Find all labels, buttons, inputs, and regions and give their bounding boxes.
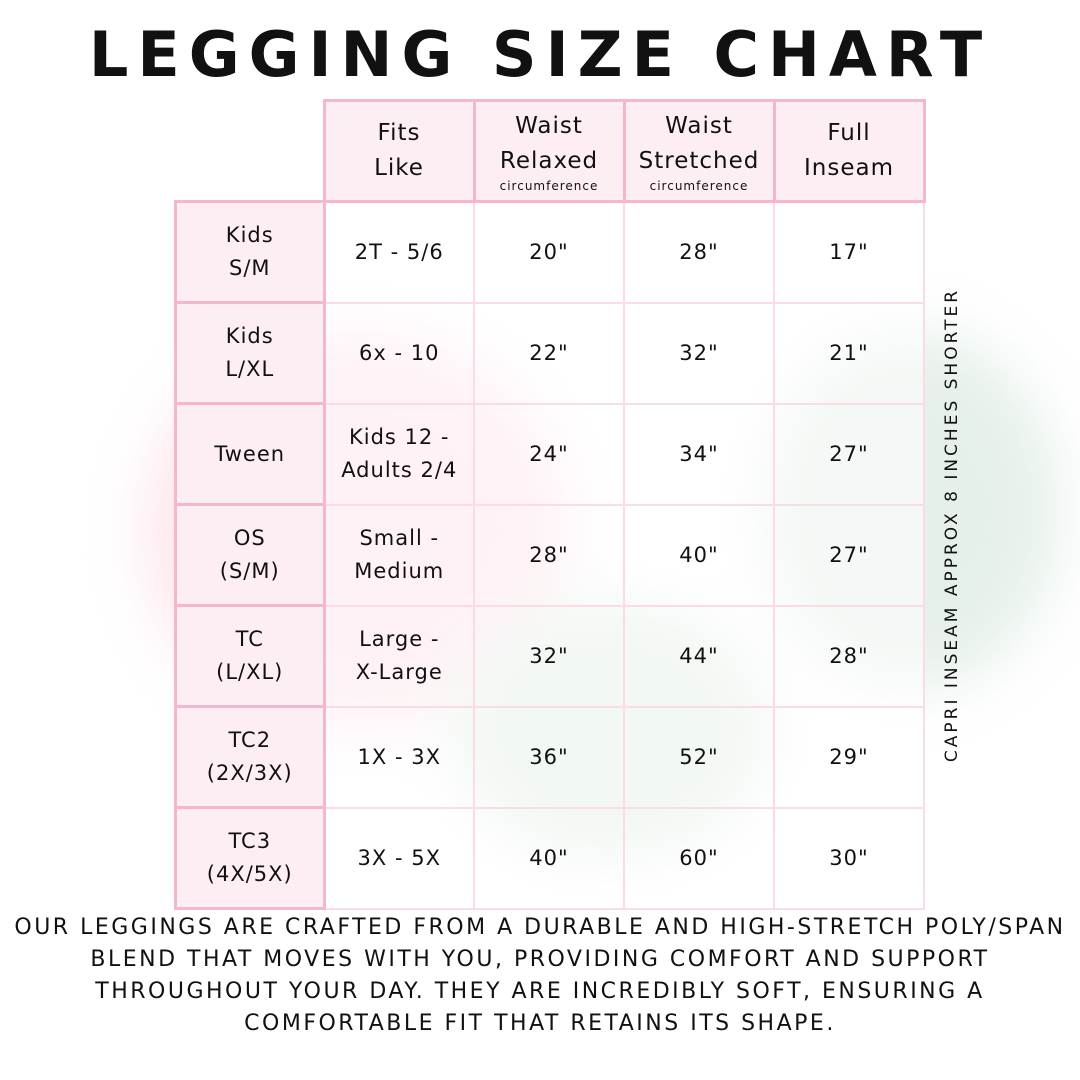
inseam-cell: 29" <box>773 705 925 809</box>
inseam-cell: 28" <box>773 604 925 708</box>
header-line: Waist <box>515 113 583 139</box>
description-paragraph: Our leggings are crafted from a durable … <box>14 915 1066 1036</box>
cell-line: Large - <box>359 627 440 651</box>
page-title: LEGGING SIZE CHART <box>88 18 992 91</box>
cell-line: Tween <box>214 441 286 466</box>
size-cell: Kids S/M <box>174 200 326 304</box>
size-cell: TC2 (2X/3X) <box>174 705 326 809</box>
fits-like-cell: 6x - 10 <box>323 301 475 405</box>
waist-stretched-cell: 52" <box>623 705 775 809</box>
header-line: Stretched <box>638 148 760 174</box>
waist-stretched-cell: 32" <box>623 301 775 405</box>
header-row: Fits Like Waist Relaxed circumference Waist… <box>176 99 926 203</box>
header-line: Like <box>374 155 424 181</box>
waist-stretched-cell: 34" <box>623 402 775 506</box>
size-cell: TC (L/XL) <box>174 604 326 708</box>
cell-line: TC <box>235 627 264 651</box>
table-row: OS (S/M) Small - Medium 28" 40" 27" <box>174 503 925 607</box>
cell-line: (2X/3X) <box>206 761 293 785</box>
table-row: Tween Kids 12 - Adults 2/4 24" 34" 27" <box>174 402 925 506</box>
cell-line: OS <box>233 526 266 550</box>
waist-relaxed-cell: 24" <box>473 402 625 506</box>
cell-line: (4X/5X) <box>206 862 293 886</box>
cell-line: Small - <box>359 526 440 550</box>
table-row: Kids S/M 2T - 5/6 20" 28" 17" <box>174 200 925 304</box>
header-line: Inseam <box>804 155 894 181</box>
waist-stretched-cell: 44" <box>623 604 775 708</box>
header-waist-relaxed: Waist Relaxed circumference <box>472 99 626 203</box>
cell-line: Kids <box>225 223 274 247</box>
header-waist-stretched: Waist Stretched circumference <box>622 99 776 203</box>
table-row: Kids L/XL 6x - 10 22" 32" 21" <box>174 301 925 405</box>
cell-line: 3X - 5X <box>357 845 441 870</box>
corner-cell <box>176 101 325 202</box>
size-cell: TC3 (4X/5X) <box>174 806 326 910</box>
waist-relaxed-cell: 32" <box>473 604 625 708</box>
header-line: Full <box>827 120 871 146</box>
header-sub: circumference <box>649 179 749 193</box>
waist-relaxed-cell: 36" <box>473 705 625 809</box>
header-fits-like: Fits Like <box>322 99 476 203</box>
cell-line: 2T - 5/6 <box>354 239 444 264</box>
cell-line: 6x - 10 <box>359 340 440 365</box>
fits-like-cell: 3X - 5X <box>323 806 475 910</box>
fits-like-cell: Small - Medium <box>323 503 475 607</box>
inseam-cell: 17" <box>773 200 925 304</box>
cell-line: TC2 <box>228 728 272 752</box>
cell-line: (L/XL) <box>216 660 284 684</box>
waist-stretched-cell: 40" <box>623 503 775 607</box>
fits-like-cell: 1X - 3X <box>323 705 475 809</box>
header-line: Waist <box>665 113 733 139</box>
inseam-cell: 30" <box>773 806 925 910</box>
size-cell: OS (S/M) <box>174 503 326 607</box>
fits-like-cell: Large - X-Large <box>323 604 475 708</box>
capri-note: CAPRI INSEAM APPROX 8 INCHES SHORTER <box>942 287 962 763</box>
size-cell: Kids L/XL <box>174 301 326 405</box>
header-line: Fits <box>377 120 421 146</box>
inseam-cell: 21" <box>773 301 925 405</box>
waist-stretched-cell: 60" <box>623 806 775 910</box>
table-row: TC3 (4X/5X) 3X - 5X 40" 60" 30" <box>174 806 925 910</box>
waist-relaxed-cell: 22" <box>473 301 625 405</box>
waist-relaxed-cell: 40" <box>473 806 625 910</box>
cell-line: Medium <box>354 559 445 583</box>
waist-relaxed-cell: 20" <box>473 200 625 304</box>
inseam-cell: 27" <box>773 503 925 607</box>
cell-line: L/XL <box>225 357 275 381</box>
header-line: Relaxed <box>499 148 599 174</box>
size-cell: Tween <box>174 402 326 506</box>
fits-like-cell: 2T - 5/6 <box>323 200 475 304</box>
table-row: TC2 (2X/3X) 1X - 3X 36" 52" 29" <box>174 705 925 809</box>
cell-line: S/M <box>228 256 271 280</box>
cell-line: TC3 <box>228 829 272 853</box>
cell-line: Kids <box>225 324 274 348</box>
waist-relaxed-cell: 28" <box>473 503 625 607</box>
size-table: Fits Like Waist Relaxed circumference Waist… <box>174 99 926 910</box>
cell-line: X-Large <box>355 660 443 684</box>
cell-line: (S/M) <box>219 559 280 583</box>
header-full-inseam: Full Inseam <box>772 99 926 203</box>
table-row: TC (L/XL) Large - X-Large 32" 44" 28" <box>174 604 925 708</box>
header-sub: circumference <box>499 179 599 193</box>
waist-stretched-cell: 28" <box>623 200 775 304</box>
cell-line: 1X - 3X <box>357 744 441 769</box>
fits-like-cell: Kids 12 - Adults 2/4 <box>323 402 475 506</box>
cell-line: Adults 2/4 <box>341 458 458 482</box>
cell-line: Kids 12 - <box>348 425 450 449</box>
inseam-cell: 27" <box>773 402 925 506</box>
